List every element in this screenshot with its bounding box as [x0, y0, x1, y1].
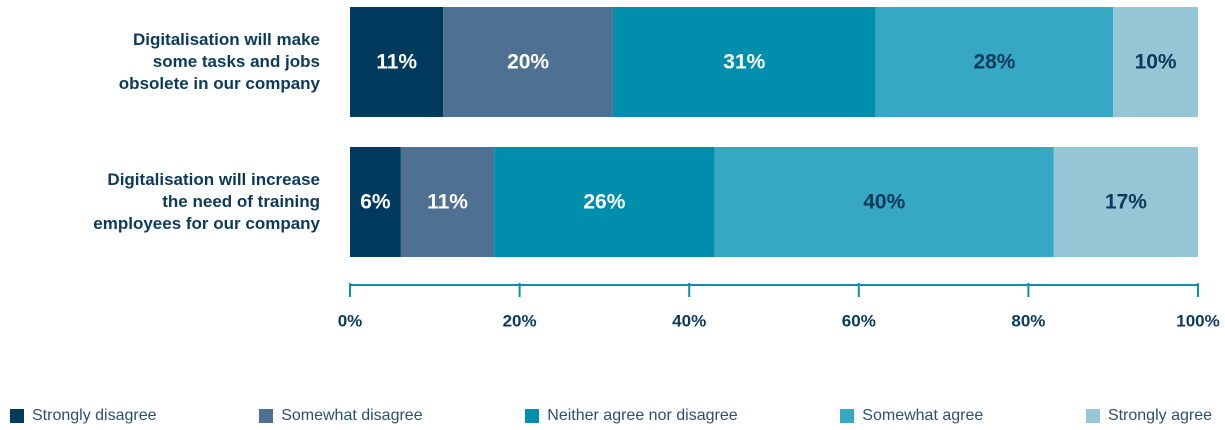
value-label: 11%	[376, 51, 417, 74]
bar-segment	[1053, 147, 1198, 257]
legend-item: Neither agree nor disagree	[525, 407, 738, 425]
bar-segment	[443, 7, 613, 117]
bar-segment	[350, 7, 444, 117]
legend-item: Strongly disagree	[10, 407, 157, 425]
x-tick-label: 0%	[338, 311, 363, 330]
bar-segment	[400, 147, 495, 257]
bar-segment	[612, 7, 876, 117]
legend-label: Strongly agree	[1107, 407, 1212, 424]
x-tick-label: 80%	[1011, 311, 1045, 330]
bar-segment	[350, 147, 401, 257]
legend-swatch	[1085, 409, 1100, 423]
legend-label: Neither agree nor disagree	[547, 407, 738, 424]
legend-swatch	[259, 409, 274, 423]
value-label: 28%	[973, 51, 1015, 74]
legend: Strongly disagree Somewhat disagree Neithe…	[10, 407, 1212, 425]
legend-swatch	[10, 409, 24, 423]
legend-label: Somewhat disagree	[281, 407, 423, 424]
legend-item: Somewhat agree	[840, 407, 983, 425]
legend-label: Somewhat agree	[862, 407, 984, 424]
value-label: 11%	[427, 191, 468, 214]
legend-item: Strongly agree	[1085, 407, 1212, 425]
x-tick-label: 60%	[842, 311, 876, 330]
x-tick-label: 40%	[672, 311, 706, 330]
legend-item: Somewhat disagree	[259, 407, 423, 425]
category-label: Digitalisation will increase the need of…	[93, 170, 320, 233]
value-label: 20%	[507, 51, 549, 74]
bar-segment	[714, 147, 1054, 257]
legend-label: Strongly disagree	[32, 407, 157, 424]
value-label: 40%	[863, 191, 905, 214]
x-tick-label: 100%	[1176, 311, 1219, 330]
category-label: Digitalisation will make some tasks and …	[118, 30, 320, 93]
bar-segment	[494, 147, 715, 257]
value-label: 17%	[1105, 191, 1147, 214]
legend-swatch	[525, 409, 540, 423]
legend-swatch	[840, 409, 855, 423]
value-label: 6%	[360, 191, 391, 214]
value-label: 31%	[723, 51, 765, 74]
x-tick-label: 20%	[503, 311, 537, 330]
bar-segment	[1113, 7, 1198, 117]
value-label: 26%	[583, 191, 625, 214]
value-label: 10%	[1135, 51, 1177, 74]
bar-segment	[875, 7, 1114, 117]
